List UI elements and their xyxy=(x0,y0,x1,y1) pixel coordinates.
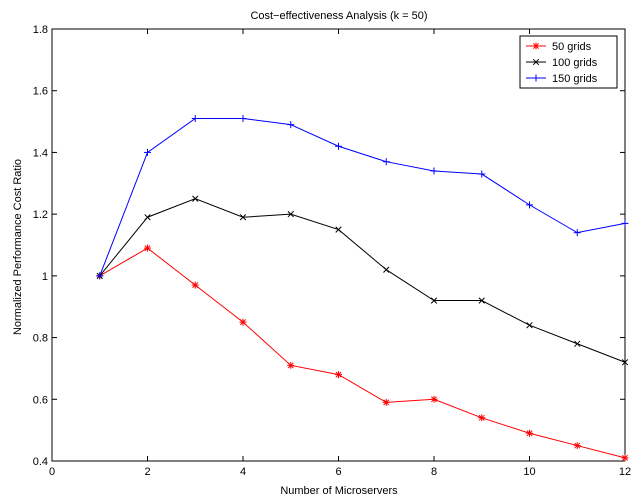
data-point xyxy=(144,244,151,252)
data-point xyxy=(239,318,247,326)
data-point xyxy=(573,442,581,450)
data-point xyxy=(574,340,581,347)
series-group xyxy=(96,114,629,462)
series-50-grids xyxy=(96,244,629,462)
series-line xyxy=(99,117,626,277)
legend-marker xyxy=(532,58,540,66)
y-tick-label: 1.4 xyxy=(33,147,48,159)
data-point xyxy=(430,297,438,304)
x-axis-title: Number of Microservers xyxy=(280,485,398,497)
data-point xyxy=(96,272,104,280)
data-point xyxy=(526,201,533,209)
data-point xyxy=(239,114,247,122)
data-point xyxy=(335,226,342,233)
x-tick-label: 0 xyxy=(49,466,55,478)
data-point xyxy=(239,214,247,221)
data-point xyxy=(478,170,486,178)
data-point xyxy=(191,281,199,289)
plot-area xyxy=(51,28,626,462)
x-tick-label: 8 xyxy=(431,466,437,478)
legend-label: 50 grids xyxy=(552,41,592,53)
legend-marker xyxy=(532,74,540,82)
x-tick-label: 6 xyxy=(335,466,341,478)
y-tick-label: 0.4 xyxy=(33,456,48,468)
data-point xyxy=(430,395,438,403)
data-point xyxy=(192,195,199,202)
data-point xyxy=(335,142,342,150)
legend: 50 grids 100 grids 150 grids xyxy=(519,35,618,89)
legend-item: 50 grids xyxy=(526,41,592,53)
data-point xyxy=(144,148,151,156)
legend-item: 100 grids xyxy=(526,57,598,69)
data-point xyxy=(430,167,438,175)
x-tick-label: 12 xyxy=(619,466,631,478)
series-100-grids xyxy=(96,195,629,366)
legend-label: 150 grids xyxy=(552,73,598,85)
data-point xyxy=(382,158,390,166)
data-point xyxy=(573,229,581,237)
data-point xyxy=(478,297,485,304)
data-point xyxy=(382,398,390,406)
y-tick-label: 1.6 xyxy=(33,86,48,98)
data-point xyxy=(335,371,342,379)
y-tick-label: 0.6 xyxy=(33,394,48,406)
data-point xyxy=(383,266,390,273)
y-axis-title: Normalized Performance Cost Ratio xyxy=(12,159,24,335)
data-point xyxy=(526,429,533,437)
y-tick-label: 1 xyxy=(42,271,48,283)
data-point xyxy=(287,210,294,218)
chart-title: Cost−effectiveness Analysis (k = 50) xyxy=(250,10,427,22)
data-point xyxy=(191,114,199,122)
y-tick-label: 1.8 xyxy=(33,24,48,36)
x-tick-label: 4 xyxy=(240,466,246,478)
axis-ticks: 0 2 4 6 8 10 12 0.4 0.6 0.8 1 1.2 1.4 1.6 1.8 xyxy=(33,24,631,478)
data-point xyxy=(621,359,629,366)
data-point xyxy=(621,219,629,227)
y-tick-label: 0.8 xyxy=(33,333,48,345)
legend-item: 150 grids xyxy=(526,73,598,85)
data-point xyxy=(621,454,629,462)
series-line xyxy=(99,198,626,363)
data-point xyxy=(287,121,295,129)
data-point xyxy=(287,361,295,369)
x-tick-label: 2 xyxy=(144,466,150,478)
y-tick-label: 1.2 xyxy=(33,209,48,221)
series-line xyxy=(99,247,626,459)
data-point xyxy=(478,414,486,422)
series-150-grids xyxy=(96,114,629,280)
legend-marker xyxy=(532,42,540,50)
data-point xyxy=(526,322,533,329)
x-tick-label: 10 xyxy=(523,466,535,478)
data-point xyxy=(144,214,151,221)
legend-label: 100 grids xyxy=(552,57,598,69)
